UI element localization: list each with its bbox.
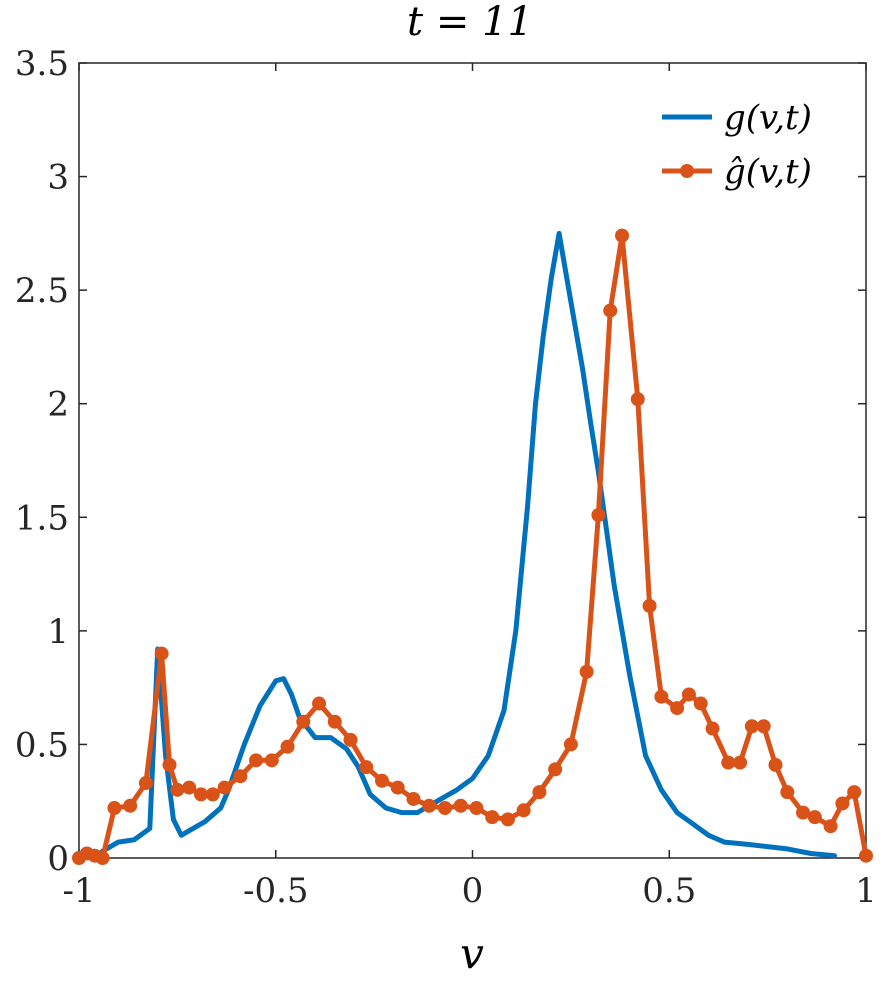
- series-point-1: [123, 798, 138, 813]
- series-point-1: [516, 803, 531, 818]
- series-point-1: [182, 780, 197, 795]
- series-point-1: [654, 689, 669, 704]
- series-point-1: [390, 780, 405, 795]
- series-point-1: [422, 798, 437, 813]
- series-point-1: [154, 646, 169, 661]
- series-point-1: [249, 753, 264, 768]
- series-point-1: [579, 664, 594, 679]
- x-tick-label: -0.5: [243, 871, 309, 911]
- series-point-1: [563, 737, 578, 752]
- x-tick-label: -1: [62, 871, 95, 911]
- legend-entry-0: g(v,t): [724, 98, 812, 138]
- series-point-1: [721, 755, 736, 770]
- series-point-1: [343, 732, 358, 747]
- series-point-1: [847, 785, 862, 800]
- series-point-1: [280, 739, 295, 754]
- series-point-1: [630, 392, 645, 407]
- series-line-1: [76, 233, 869, 861]
- series-point-1: [670, 701, 685, 716]
- series-point-1: [835, 796, 850, 811]
- series-point-1: [437, 801, 452, 816]
- series-line-0: [92, 230, 837, 861]
- series-point-1: [733, 755, 748, 770]
- series-point-1: [756, 719, 771, 734]
- series-point-1: [296, 714, 311, 729]
- series-point-1: [859, 848, 873, 863]
- y-tick-label: 0.5: [15, 725, 69, 765]
- series-point-1: [807, 810, 822, 825]
- axis-ticks: -1 -0.5 0 0.5 1 0 0.5 1 1.5 2 2.5 3 3.5: [15, 44, 877, 911]
- series-point-1: [823, 819, 838, 834]
- series-point-1: [780, 785, 795, 800]
- series-point-1: [312, 696, 327, 711]
- series-point-1: [233, 769, 248, 784]
- series-point-1: [591, 508, 606, 523]
- series-point-1: [327, 714, 342, 729]
- x-axis-label: v: [460, 929, 484, 978]
- series-point-1: [768, 757, 783, 772]
- y-tick-label: 2.5: [15, 271, 69, 311]
- series-point-1: [615, 228, 630, 243]
- series-point-1: [107, 801, 122, 816]
- series-point-1: [170, 782, 185, 797]
- y-tick-label: 0: [47, 839, 69, 879]
- series-point-1: [705, 721, 720, 736]
- series-point-1: [469, 801, 484, 816]
- x-tick-label: 0.5: [642, 871, 696, 911]
- series-point-1: [374, 773, 389, 788]
- series-point-1: [193, 787, 208, 802]
- y-tick-label: 1: [47, 612, 69, 652]
- legend-entry-1: ĝ(v,t): [724, 152, 812, 192]
- series-point-1: [406, 791, 421, 806]
- series-point-1: [453, 798, 468, 813]
- series-point-1: [485, 810, 500, 825]
- series-point-1: [642, 598, 657, 613]
- series-point-1: [95, 851, 110, 865]
- series-point-1: [217, 780, 232, 795]
- series-point-1: [162, 757, 177, 772]
- x-tick-label: 0: [462, 871, 484, 911]
- series-point-1: [681, 687, 696, 702]
- series-point-1: [744, 719, 759, 734]
- legend: g(v,t) ĝ(v,t): [662, 98, 812, 192]
- legend-marker-1: [680, 164, 694, 178]
- y-tick-label: 3.5: [15, 44, 69, 84]
- series-point-1: [138, 776, 153, 791]
- series-point-1: [548, 762, 563, 777]
- series-point-1: [532, 785, 547, 800]
- y-tick-label: 1.5: [15, 498, 69, 538]
- chart-title: t = 11: [407, 0, 533, 45]
- y-tick-label: 3: [47, 158, 69, 198]
- series-point-1: [796, 805, 811, 820]
- x-tick-label: 1: [855, 871, 877, 911]
- y-tick-label: 2: [47, 385, 69, 425]
- series-point-1: [500, 812, 515, 827]
- series-point-1: [264, 753, 279, 768]
- series-layer: [72, 228, 873, 865]
- series-point-1: [693, 696, 708, 711]
- series-point-1: [603, 303, 618, 318]
- series-point-1: [205, 787, 220, 802]
- series-point-1: [359, 760, 374, 775]
